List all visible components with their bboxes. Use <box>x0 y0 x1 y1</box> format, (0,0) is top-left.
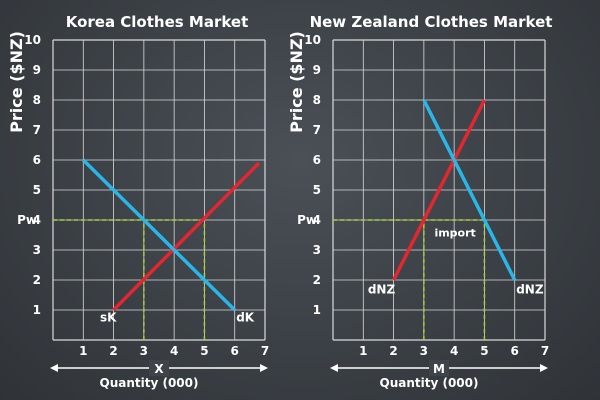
panel-2-x-tick-label: 2 <box>389 344 397 358</box>
panel-2-y-tick-label: 3 <box>313 243 321 257</box>
panel-2-x-tick-label: 3 <box>420 344 428 358</box>
panel-1-chart-title: Korea Clothes Market <box>66 13 249 31</box>
panel-1-y-tick-label: 2 <box>33 273 41 287</box>
panel-1-y-tick-label: 10 <box>24 33 41 47</box>
panel-2-x-tick-label: 4 <box>450 344 458 358</box>
panel-2-y-axis-label: Price ($NZ) <box>287 31 306 133</box>
panel-2-y-tick-label: 7 <box>313 123 321 137</box>
panel-2-y-tick-label: 2 <box>313 273 321 287</box>
panel-1-group: Korea Clothes Market Price ($NZ) 1 2 3 4 5 6 7 8 9… <box>7 13 269 390</box>
panel-1-demand-curve-dK <box>82 158 236 312</box>
panel-1-supply-curve-sK <box>112 161 261 312</box>
panel-2-quantity-axis-arrow-left-head <box>330 364 338 372</box>
panel-2-x-tick-label: 7 <box>541 344 549 358</box>
panel-1-y-axis-label: Price ($NZ) <box>7 31 26 133</box>
panel-2-y-tick-label: 1 <box>313 303 321 317</box>
panel-1-y-tick-label: 9 <box>33 63 41 77</box>
panel-2-x-axis-label: Quantity (000) <box>380 376 479 390</box>
panel-1-quantity-axis-arrow-right-head <box>260 364 268 372</box>
panel-2-curve-label-dNZ: dNZ <box>516 283 544 297</box>
panel-1-world-price-label: Pw <box>17 213 37 227</box>
panel-2-y-tick-label: 10 <box>304 33 321 47</box>
panel-1-quantity-axis-arrow-left-head <box>50 364 58 372</box>
panel-2-x-tick-label: 1 <box>359 344 367 358</box>
panel-1-y-tick-label: 3 <box>33 243 41 257</box>
panel-2-y-tick-label: 5 <box>313 183 321 197</box>
panel-1-x-tick-label: 5 <box>200 344 208 358</box>
panel-2-axis-letter-background <box>429 360 449 376</box>
panel-1-y-tick-label: 8 <box>33 93 41 107</box>
panel-1-y-tick-label: 5 <box>33 183 41 197</box>
panel-2-world-price-label: Pw <box>297 213 317 227</box>
panel-2-supply-curve-dNZ <box>392 99 486 281</box>
panel-2-y-tick-label: 8 <box>313 93 321 107</box>
panel-1-curve-label-dK: dK <box>236 310 255 324</box>
panel-2-axis-letter: M <box>433 362 445 376</box>
panel-1-y-tick-label: 7 <box>33 123 41 137</box>
panel-2-y-tick-label: 6 <box>313 153 321 167</box>
panel-1-x-tick-label: 7 <box>261 344 269 358</box>
panel-2-chart-title: New Zealand Clothes Market <box>310 13 553 31</box>
panel-2-x-tick-label: 5 <box>480 344 488 358</box>
panel-2-curve-label-dNZ: dNZ <box>368 283 396 297</box>
panel-1-x-axis-label: Quantity (000) <box>100 376 199 390</box>
panel-1-x-tick-label: 3 <box>140 344 148 358</box>
panel-2-demand-curve-dNZ <box>422 99 517 281</box>
panel-2-x-tick-label: 6 <box>511 344 519 358</box>
panel-2-y-tick-label: 4 <box>313 213 321 227</box>
panel-1-curve-label-sK: sK <box>100 310 117 324</box>
panel-1-y-tick-label: 4 <box>33 213 41 227</box>
panel-1-axis-letter-background <box>149 360 169 376</box>
panel-2-quantity-axis-arrow-right-head <box>540 364 548 372</box>
panel-1-x-tick-label: 2 <box>109 344 117 358</box>
panel-1-x-tick-label: 1 <box>79 344 87 358</box>
panel-1-axis-letter: X <box>154 362 164 376</box>
panel-2-curve-label-import: import <box>434 227 475 240</box>
panel-2-y-tick-label: 9 <box>313 63 321 77</box>
panel-1-x-tick-label: 6 <box>231 344 239 358</box>
panel-1-y-tick-label: 1 <box>33 303 41 317</box>
panel-1-x-tick-label: 4 <box>170 344 178 358</box>
panel-1-y-tick-label: 6 <box>33 153 41 167</box>
